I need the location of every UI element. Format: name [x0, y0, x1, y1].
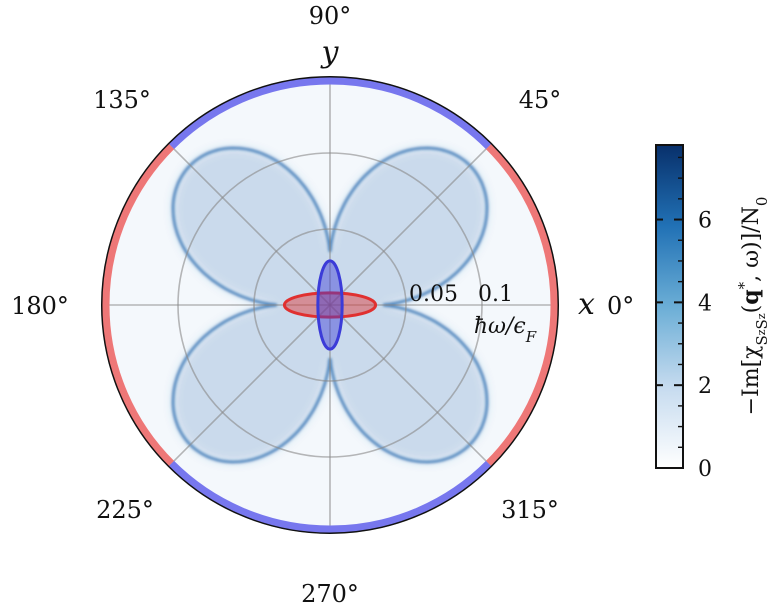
angle-label-0: 0°	[607, 292, 634, 320]
radial-tick-label: 0.1	[478, 282, 513, 307]
boundary-arc	[485, 144, 558, 466]
colorbar-gradient	[655, 144, 684, 469]
radial-tick-label: 0.05	[409, 282, 458, 307]
angle-label-315: 315°	[501, 496, 559, 524]
boundary-arc	[169, 77, 491, 150]
angle-labels: 0° 45° 90° 135° 180° 225° 270° 315°	[11, 2, 634, 608]
colorbar-tick-label: 4	[698, 291, 712, 316]
angle-label-45: 45°	[519, 86, 562, 114]
ellipse-red	[282, 291, 378, 319]
colorbar-tick-label: 6	[698, 209, 712, 234]
colorbar-label: −Im[χSzSz(q*, ω)]/N0	[735, 197, 771, 416]
boundary-arc	[102, 144, 175, 466]
polar-gridlines	[101, 76, 559, 534]
angle-label-90: 90°	[309, 2, 352, 30]
ellipses-group	[282, 259, 378, 351]
grid-spoke	[329, 143, 492, 306]
angle-label-180: 180°	[11, 292, 69, 320]
y-axis-letter: y	[320, 35, 340, 70]
angle-label-225: 225°	[96, 496, 154, 524]
angle-label-270: 270°	[301, 580, 359, 608]
colorbar: 0 2 4 6 −Im[χSzSz(q*, ω)]/N0	[655, 144, 771, 482]
grid-spoke	[168, 304, 331, 467]
angle-label-135: 135°	[93, 86, 151, 114]
ellipse-blue	[316, 259, 344, 351]
polar-outline	[101, 76, 559, 534]
grid-spoke	[168, 143, 331, 306]
grid-spoke	[329, 304, 492, 467]
x-axis-letter: x	[578, 287, 595, 322]
colorbar-tick-label: 0	[698, 457, 712, 482]
boundary-arcs	[102, 77, 558, 533]
boundary-arc	[169, 460, 491, 533]
radial-tick-labels: 0.05 0.1	[409, 282, 513, 307]
polar-plot-area: 0° 45° 90° 135° 180° 225° 270° 315° x y 0.05 0.1…	[11, 2, 634, 608]
colorbar-tick-label: 2	[698, 374, 712, 399]
colorbar-ticks: 0 2 4 6	[656, 156, 712, 482]
